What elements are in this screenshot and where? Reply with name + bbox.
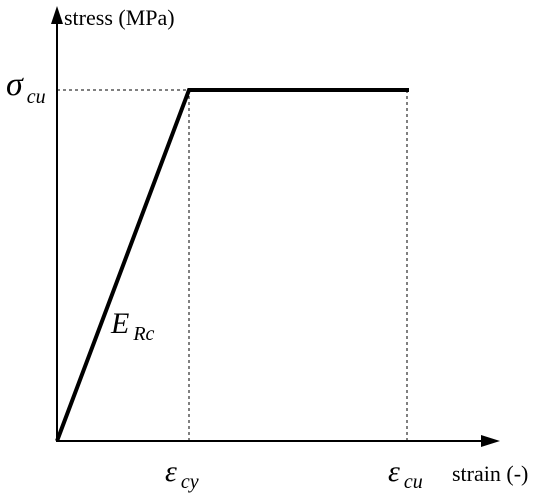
slope-symbol: E bbox=[110, 307, 129, 340]
epsilon-cy-subscript: cy bbox=[181, 471, 199, 493]
y-axis-label: stress (MPa) bbox=[64, 5, 175, 30]
epsilon-cu-subscript: cu bbox=[404, 471, 423, 493]
slope-label: E Rc bbox=[110, 307, 155, 345]
x-axis-arrowhead bbox=[481, 435, 500, 447]
epsilon-cy-symbol: ε bbox=[165, 455, 177, 488]
stress-strain-curve bbox=[55, 88, 409, 442]
y-axis-arrowhead bbox=[51, 6, 63, 24]
sigma-cu-label: σ cu bbox=[6, 66, 46, 108]
epsilon-cy-label: ε cy bbox=[165, 455, 199, 493]
x-axis-label: strain (-) bbox=[452, 461, 528, 486]
sigma-symbol: σ bbox=[6, 66, 24, 103]
epsilon-cu-label: ε cu bbox=[388, 455, 423, 493]
sigma-subscript: cu bbox=[27, 86, 46, 108]
slope-subscript: Rc bbox=[132, 323, 154, 345]
epsilon-cu-symbol: ε bbox=[388, 455, 400, 488]
